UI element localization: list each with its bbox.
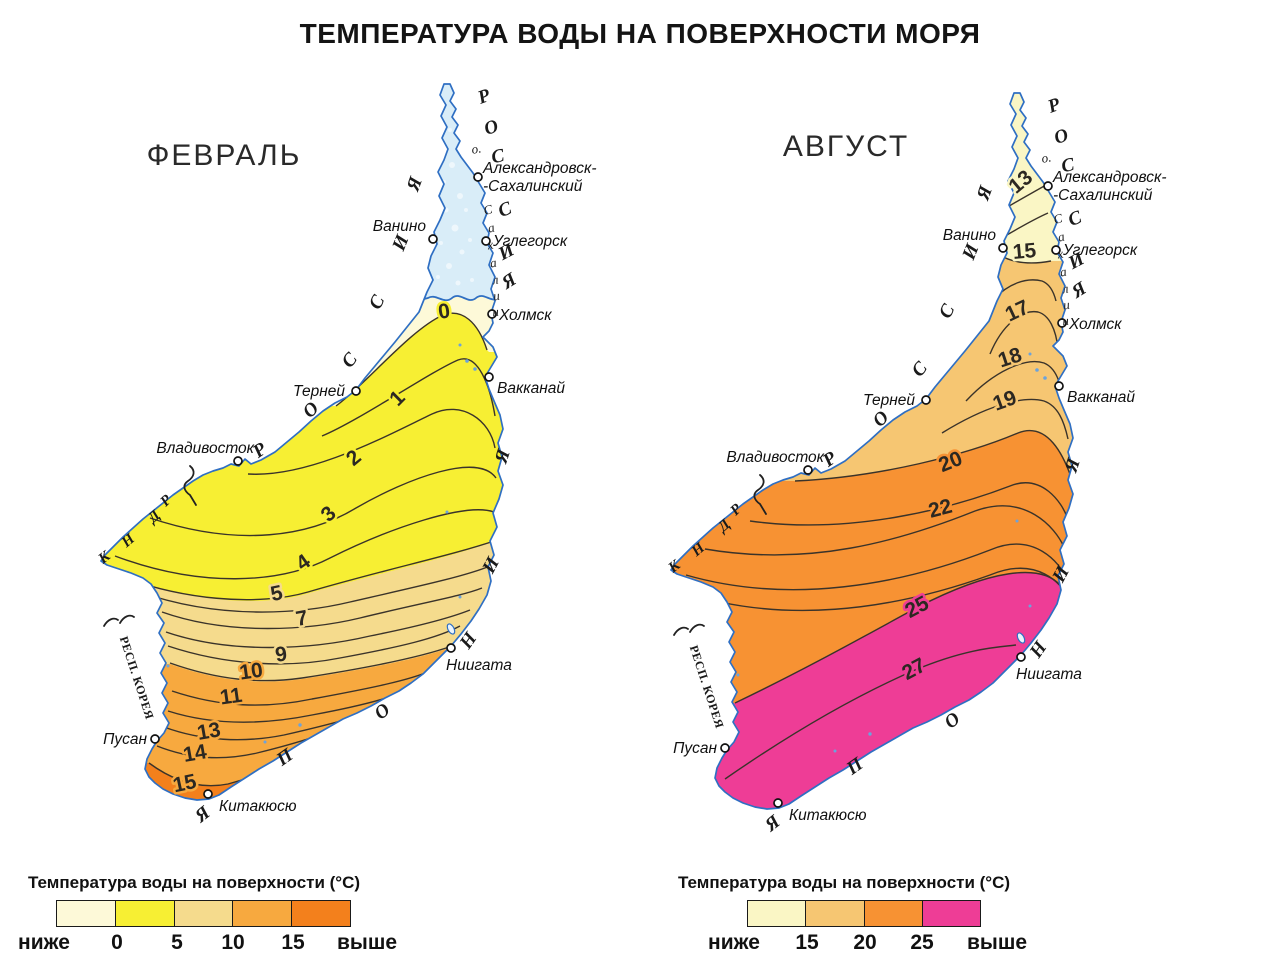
isotherm-label-10: 10 — [238, 659, 264, 685]
legend-tick: 10 — [221, 931, 245, 954]
legend-cell-20-25 — [864, 901, 923, 926]
legend-tick: 15 — [795, 931, 819, 954]
legend-cell-5-10 — [174, 901, 234, 926]
panel-august: АВГУСТ — [663, 92, 1168, 838]
legend-cell-below15 — [748, 901, 807, 926]
isotherm-label-14: 14 — [181, 740, 208, 767]
legend-august-ticks: ниже 15 20 25 выше — [678, 931, 1098, 959]
legend-cell-15-20 — [806, 901, 865, 926]
legend-february-ticks: ниже 0 5 10 15 выше — [18, 931, 448, 959]
legend-tick: 5 — [171, 931, 183, 954]
legend-tick: 15 — [281, 931, 305, 954]
legend-cell-above15 — [292, 901, 350, 926]
legend-february: Температура воды на поверхности (°С) ниж… — [18, 873, 448, 959]
legend-february-bar — [56, 900, 351, 927]
legend-tick: ниже — [18, 931, 70, 954]
legend-august: Температура воды на поверхности (°С) ниж… — [678, 873, 1098, 959]
isotherm-label-11: 11 — [219, 684, 245, 710]
month-label-february: ФЕВРАЛЬ — [147, 139, 302, 172]
month-label-august: АВГУСТ — [783, 130, 909, 163]
legend-august-bar — [747, 900, 981, 927]
isotherm-label-15: 15 — [1012, 239, 1038, 264]
page-title: ТЕМПЕРАТУРА ВОДЫ НА ПОВЕРХНОСТИ МОРЯ — [299, 18, 981, 49]
legend-tick: ниже — [708, 931, 760, 954]
legend-cell-above25 — [922, 901, 980, 926]
legend-tick: выше — [336, 931, 398, 954]
legend-tick: выше — [966, 931, 1028, 954]
legend-cell-0-5 — [115, 901, 175, 926]
isotherm-lines-february — [104, 312, 498, 787]
legend-tick: 25 — [910, 931, 934, 954]
legend-tick: 0 — [111, 931, 123, 954]
ice-edge — [411, 291, 503, 302]
legend-august-title: Температура воды на поверхности (°С) — [678, 873, 1011, 892]
legend-cell-10-15 — [233, 901, 293, 926]
legend-february-title: Температура воды на поверхности (°С) — [28, 873, 361, 892]
legend-cell-below0 — [57, 901, 116, 926]
legend-tick: 20 — [853, 931, 877, 954]
panel-february: ФЕВРАЛЬ — [93, 83, 598, 829]
